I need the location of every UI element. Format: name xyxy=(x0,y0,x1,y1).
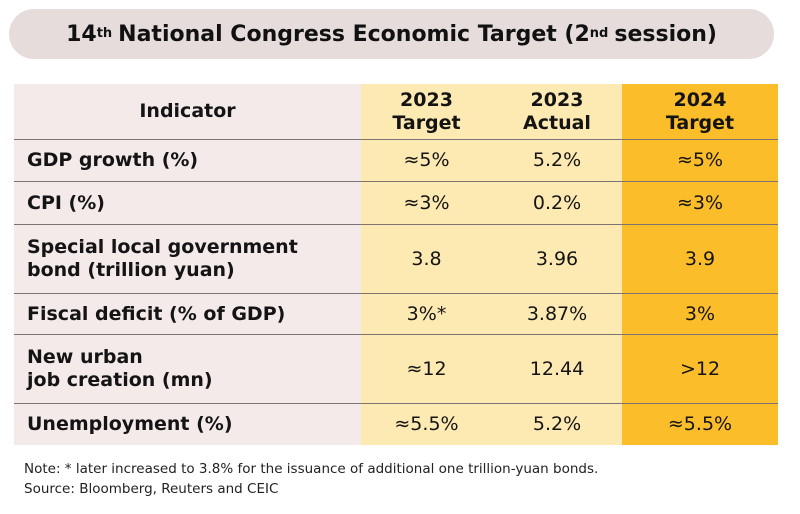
title-prefix: 14 xyxy=(66,21,97,47)
target-2023-cell: ≈12 xyxy=(361,334,492,404)
header-2023-actual: 2023 Actual xyxy=(492,84,622,140)
actual-2023-cell: 5.2% xyxy=(492,139,622,182)
table-row: Special local government bond (trillion y… xyxy=(14,224,778,294)
header-indicator: Indicator xyxy=(14,84,361,140)
target-2024-cell: ≈5% xyxy=(622,139,778,182)
header-2024-target: 2024 Target xyxy=(622,84,778,140)
economic-target-table: Indicator 2023 Target 2023 Actual 2024 Targ… xyxy=(14,84,778,445)
actual-2023-cell: 3.96 xyxy=(492,224,622,294)
actual-2023-cell: 12.44 xyxy=(492,334,622,404)
table-row: Fiscal deficit (% of GDP) 3%* 3.87% 3% xyxy=(14,293,778,335)
footnote: Note: * later increased to 3.8% for the … xyxy=(24,459,598,499)
indicator-cell: CPI (%) xyxy=(14,181,361,225)
indicator-cell: Fiscal deficit (% of GDP) xyxy=(14,293,361,335)
table-row: GDP growth (%) ≈5% 5.2% ≈5% xyxy=(14,139,778,182)
actual-2023-cell: 0.2% xyxy=(492,181,622,225)
target-2023-cell: ≈5% xyxy=(361,139,492,182)
indicator-cell: Unemployment (%) xyxy=(14,403,361,445)
target-2023-cell: 3%* xyxy=(361,293,492,335)
note-text: Note: * later increased to 3.8% for the … xyxy=(24,461,599,477)
target-2023-cell: ≈5.5% xyxy=(361,403,492,445)
title-suffix: session) xyxy=(614,21,717,47)
target-2023-cell: ≈3% xyxy=(361,181,492,225)
target-2023-cell: 3.8 xyxy=(361,224,492,294)
header-2023-target: 2023 Target xyxy=(361,84,492,140)
indicator-cell: Special local government bond (trillion y… xyxy=(14,224,361,294)
target-2024-cell: >12 xyxy=(622,334,778,404)
target-2024-cell: 3% xyxy=(622,293,778,335)
title-main: National Congress Economic Target (2 xyxy=(118,21,590,47)
source-text: Source: Bloomberg, Reuters and CEIC xyxy=(24,481,279,497)
table-row: New urban job creation (mn) ≈12 12.44 >12 xyxy=(14,334,778,404)
actual-2023-cell: 5.2% xyxy=(492,403,622,445)
target-2024-cell: ≈3% xyxy=(622,181,778,225)
target-2024-cell: ≈5.5% xyxy=(622,403,778,445)
table-row: CPI (%) ≈3% 0.2% ≈3% xyxy=(14,181,778,225)
indicator-cell: New urban job creation (mn) xyxy=(14,334,361,404)
indicator-cell: GDP growth (%) xyxy=(14,139,361,182)
actual-2023-cell: 3.87% xyxy=(492,293,622,335)
table-header-row: Indicator 2023 Target 2023 Actual 2024 Targ… xyxy=(14,84,778,140)
table-row: Unemployment (%) ≈5.5% 5.2% ≈5.5% xyxy=(14,403,778,445)
target-2024-cell: 3.9 xyxy=(622,224,778,294)
